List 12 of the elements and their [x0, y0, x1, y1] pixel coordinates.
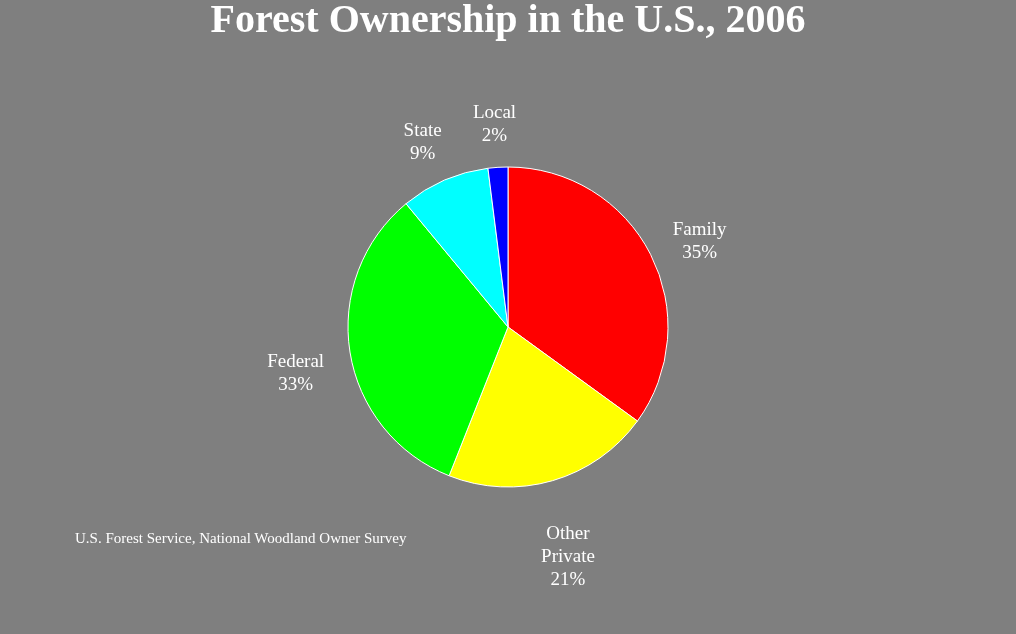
data-label: 2% — [481, 124, 508, 146]
slice-label: Federal — [267, 349, 325, 371]
text: U.S. Forest Service, National Woodland Owner Survey — [75, 530, 407, 546]
data-label: 33% — [278, 372, 314, 394]
data-label: 35% — [682, 241, 718, 263]
chart-title: Forest Ownership in the U.S., 2006 — [210, 0, 806, 41]
slice-label: Local — [472, 101, 517, 123]
data-label: 9% — [409, 141, 436, 163]
slice-label: Other Private — [541, 522, 595, 567]
slice-label: State — [403, 118, 442, 140]
slice-label: Family — [672, 218, 727, 240]
data-label: 21% — [550, 568, 586, 590]
